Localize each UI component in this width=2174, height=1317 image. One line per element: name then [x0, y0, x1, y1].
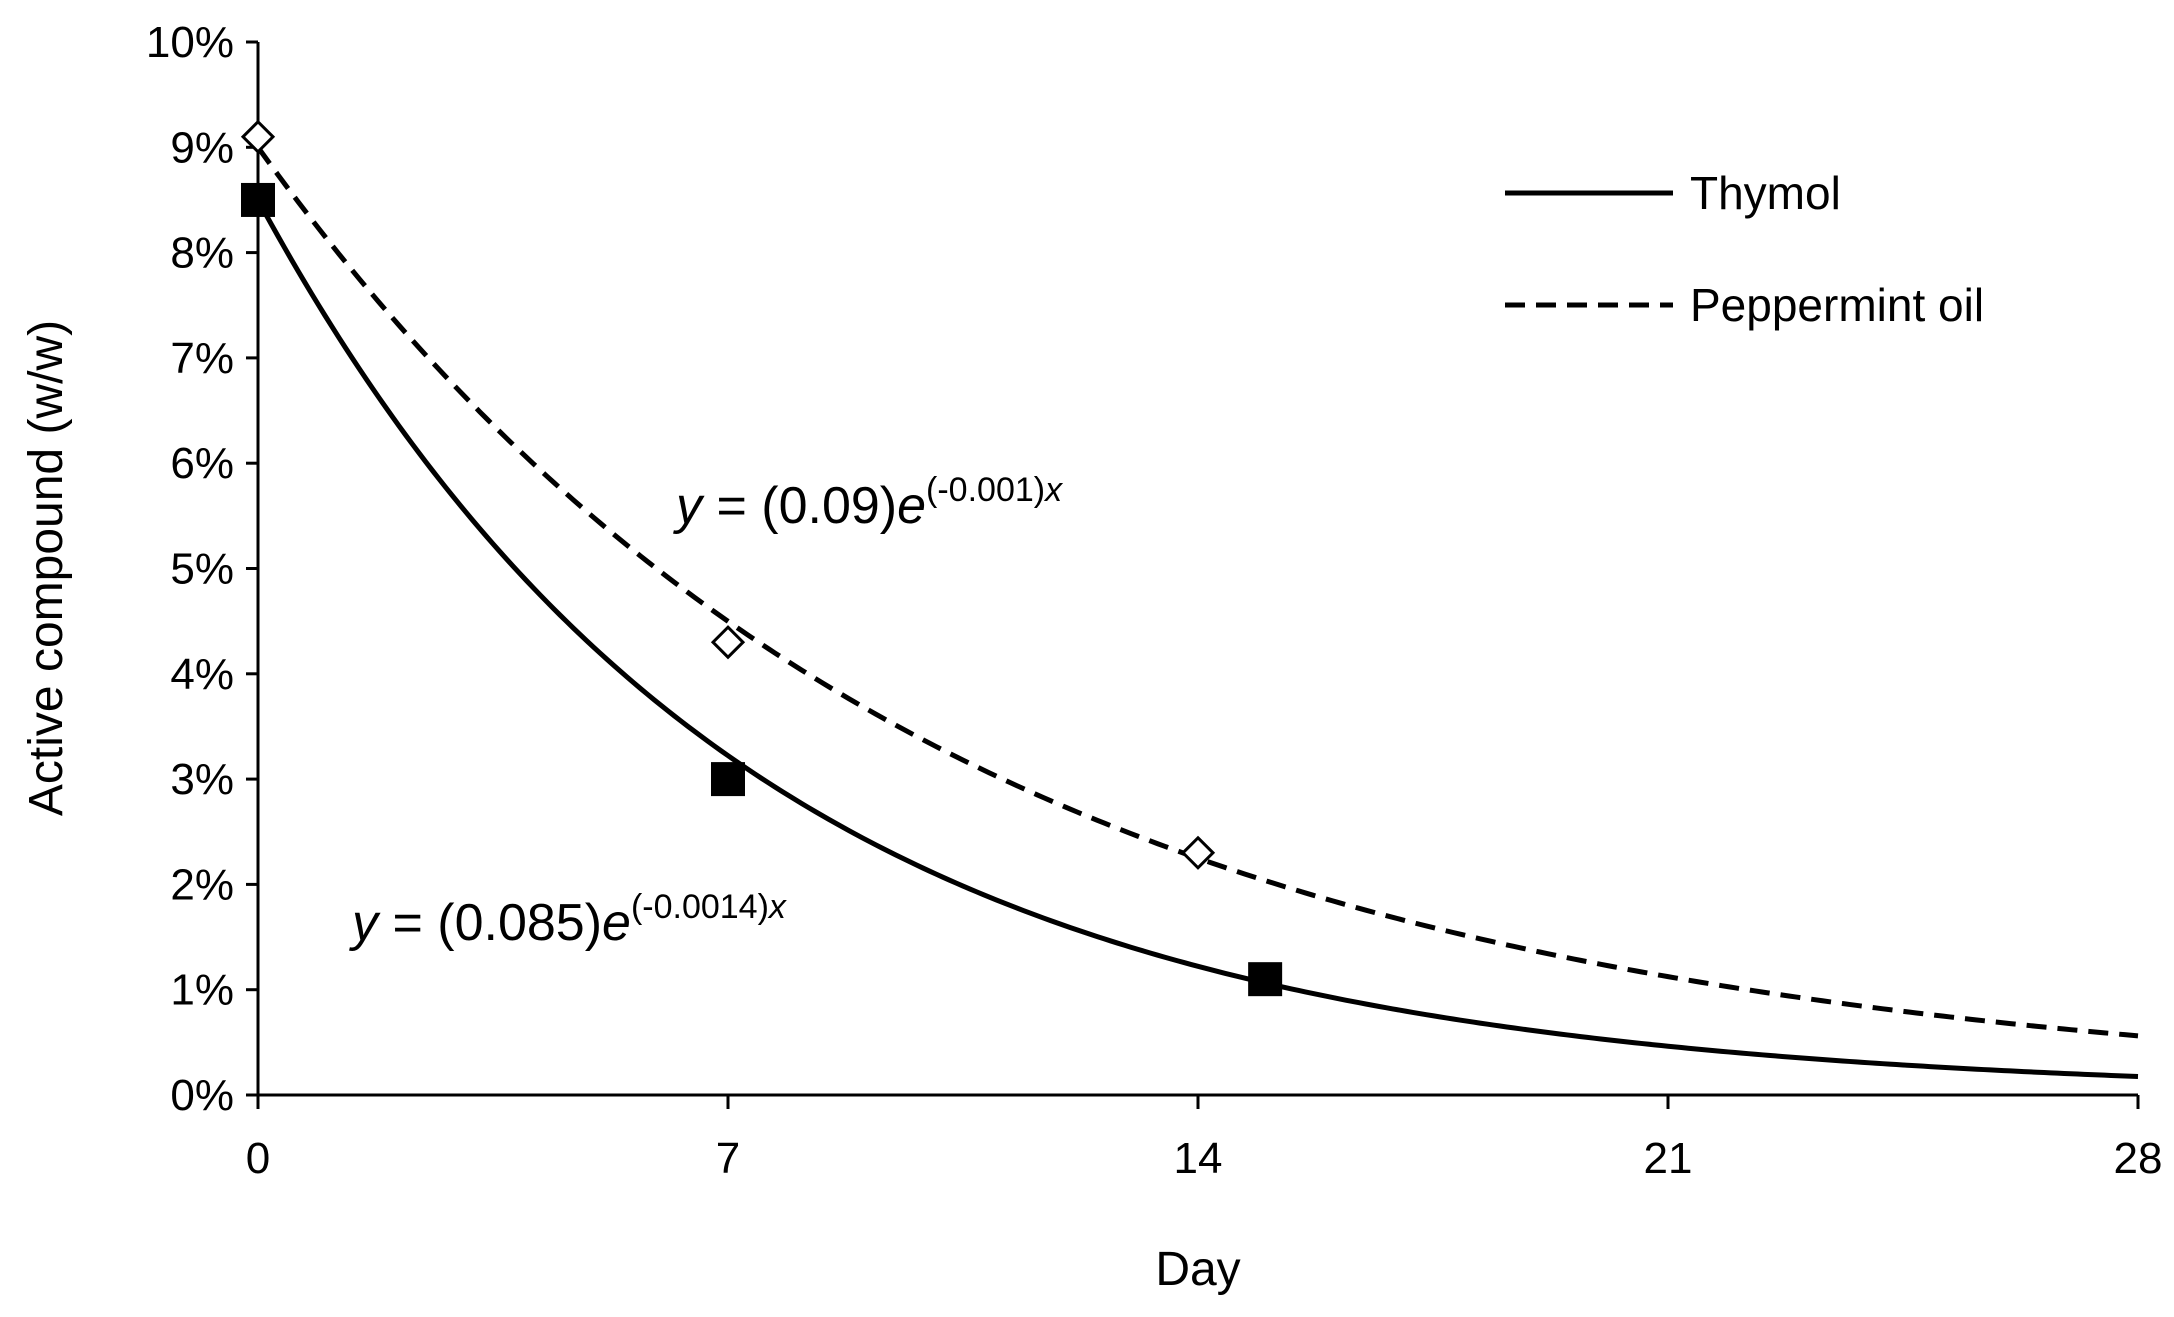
y-tick-label: 8% [170, 229, 234, 278]
thymol-data-point [241, 182, 275, 217]
data-markers [240, 119, 1283, 997]
peppermint-eq-equals: = [702, 477, 761, 535]
x-axis-title: Day [1155, 1243, 1240, 1296]
peppermint-eq-exponent: (-0.001) [926, 471, 1045, 509]
y-tick-label: 1% [170, 966, 234, 1015]
peppermint-eq-coef: (0.09) [761, 477, 897, 535]
thymol-data-point [711, 762, 745, 797]
x-axis-ticks: 0 7 14 21 28 [246, 1095, 2163, 1183]
thymol-eq-e: e [602, 894, 631, 952]
y-tick-label: 2% [170, 860, 234, 909]
y-tick-label: 4% [170, 650, 234, 699]
thymol-eq-coef: (0.085) [437, 894, 602, 952]
y-axis-title: Active compound (w/w) [20, 320, 73, 816]
thymol-fit-line [255, 198, 2139, 1079]
y-axis-ticks: 0% 1% 2% 3% 4% 5% 6% 7% 8% 9% 10% [146, 18, 258, 1120]
thymol-eq-x: x [767, 888, 787, 926]
x-tick-label: 7 [716, 1134, 740, 1183]
peppermint-eq-e: e [897, 477, 926, 535]
y-tick-label: 0% [170, 1071, 234, 1120]
thymol-eq-equals: = [378, 894, 437, 952]
legend-thymol-label: Thymol [1690, 167, 1841, 219]
legend-peppermint-label: Peppermint oil [1690, 279, 1984, 331]
x-tick-label: 28 [2114, 1134, 2163, 1183]
x-tick-label: 21 [1644, 1134, 1693, 1183]
peppermint-equation: y = (0.09)e(-0.001)x [673, 471, 1063, 535]
y-tick-label: 3% [170, 755, 234, 804]
y-tick-label: 7% [170, 334, 234, 383]
thymol-data-point [1248, 962, 1283, 997]
peppermint-oil-data-point [240, 119, 276, 154]
thymol-eq-exponent: (-0.0014) [631, 888, 769, 926]
legend: Thymol Peppermint oil [1505, 167, 1984, 331]
x-tick-label: 14 [1174, 1134, 1223, 1183]
peppermint-eq-x: x [1043, 471, 1063, 509]
y-tick-label: 5% [170, 545, 234, 594]
peppermint-oil-data-point [710, 625, 746, 660]
thymol-eq-y: y [349, 894, 381, 952]
x-tick-label: 0 [246, 1134, 270, 1183]
y-tick-label: 10% [146, 18, 234, 67]
y-tick-label: 9% [170, 123, 234, 172]
y-tick-label: 6% [170, 439, 234, 488]
peppermint-eq-y: y [673, 477, 705, 535]
peppermint-oil-fit-line [255, 145, 2139, 1039]
peppermint-oil-data-point [1180, 835, 1216, 870]
thymol-equation: y = (0.085)e(-0.0014)x [349, 888, 787, 952]
